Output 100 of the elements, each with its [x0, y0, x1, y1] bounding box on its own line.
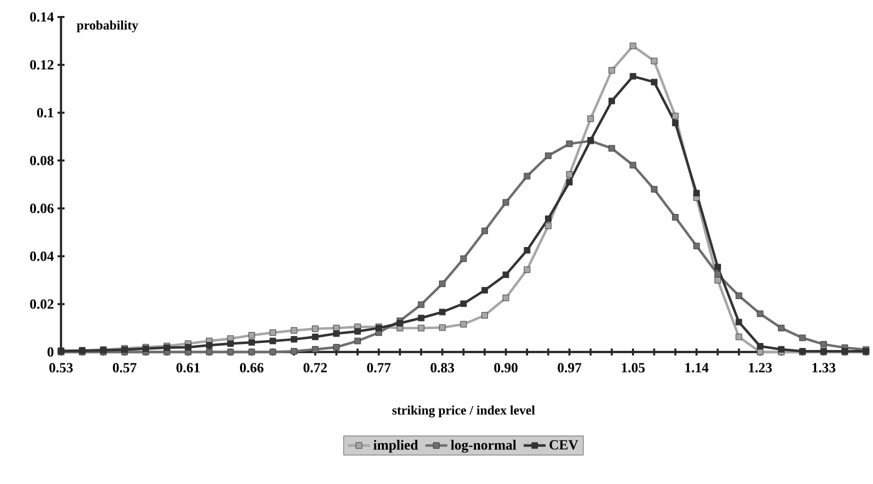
x-tick-label: 0.77 [367, 363, 391, 372]
x-tick-label: 0.61 [176, 363, 200, 372]
point [333, 330, 340, 337]
x-tick-label: 0.57 [112, 363, 136, 372]
point [524, 266, 530, 273]
point [227, 348, 234, 356]
point [756, 342, 764, 350]
point [650, 58, 658, 64]
point [778, 346, 785, 353]
y-tick-label: 0.06 [30, 204, 54, 214]
x-tick-label: 0.90 [494, 363, 518, 372]
x-tick-label: 1.05 [622, 363, 645, 372]
point [502, 199, 510, 206]
point [333, 344, 340, 350]
point [227, 340, 234, 347]
point [184, 344, 192, 350]
point [460, 300, 467, 307]
x-tick-label: 1.23 [749, 363, 772, 372]
point [354, 328, 361, 335]
x-tick-label: 0.72 [304, 363, 327, 372]
point [312, 334, 318, 340]
point [502, 294, 510, 302]
point [524, 247, 530, 254]
point [756, 348, 764, 356]
point [544, 222, 552, 230]
point [587, 115, 594, 122]
point [524, 172, 530, 180]
point [544, 215, 552, 222]
point [630, 162, 636, 168]
point [481, 228, 488, 234]
point [439, 324, 446, 331]
point [270, 329, 276, 336]
x-axis-title: striking price / index level [392, 406, 535, 418]
point [736, 292, 742, 300]
point [418, 314, 424, 322]
point [290, 348, 298, 355]
point [481, 312, 488, 319]
point [544, 152, 552, 160]
point [650, 78, 658, 86]
point [778, 324, 785, 332]
point [672, 112, 679, 120]
point [460, 255, 467, 262]
point [693, 242, 700, 250]
y-tick-label: 0.1 [37, 108, 54, 118]
point [608, 67, 616, 74]
point [248, 348, 255, 356]
point [270, 338, 276, 344]
point [608, 98, 616, 104]
point [820, 341, 827, 348]
point [566, 171, 573, 178]
y-tick-label: 0.12 [30, 60, 54, 70]
point [206, 348, 213, 356]
point [693, 190, 700, 196]
point [566, 178, 573, 186]
point [736, 318, 742, 326]
point [672, 120, 679, 126]
point [799, 334, 806, 342]
point [248, 339, 255, 346]
point [206, 342, 213, 349]
x-tick-label: 1.14 [685, 362, 708, 372]
y-tick-label: 0.14 [30, 12, 54, 22]
point [418, 301, 424, 308]
x-tick-label: 0.53 [49, 363, 73, 372]
point [714, 264, 721, 270]
y-tick-label: 0 [48, 347, 54, 357]
point [460, 320, 467, 328]
point [481, 287, 488, 294]
point [270, 348, 276, 356]
point [290, 327, 298, 334]
point [736, 334, 742, 340]
point [312, 346, 318, 353]
legend-label: CEV [550, 440, 578, 450]
point [248, 332, 255, 338]
point [418, 324, 424, 332]
point [439, 308, 446, 316]
point [714, 270, 721, 278]
point [672, 214, 679, 221]
y-tick-label: 0.02 [30, 299, 54, 309]
point [630, 73, 636, 80]
point [630, 42, 636, 50]
point [354, 338, 361, 344]
point [608, 145, 616, 152]
legend-label: implied [373, 440, 418, 453]
x-tick-label: 0.66 [240, 363, 264, 372]
point [756, 310, 764, 317]
point [650, 186, 658, 193]
point [714, 276, 721, 284]
y-tick-label: 0.08 [30, 156, 54, 166]
legend-label: log-normal [450, 440, 516, 453]
y-axis-title: probability [76, 20, 138, 32]
x-tick-label: 1.33 [812, 363, 836, 372]
point [439, 280, 446, 288]
point [290, 336, 298, 343]
y-tick-label: 0.04 [30, 252, 54, 262]
x-tick-label: 0.97 [558, 363, 582, 372]
point [502, 271, 510, 278]
point [312, 326, 318, 332]
x-tick-label: 0.83 [430, 363, 454, 372]
point [566, 140, 573, 148]
point [396, 320, 404, 327]
